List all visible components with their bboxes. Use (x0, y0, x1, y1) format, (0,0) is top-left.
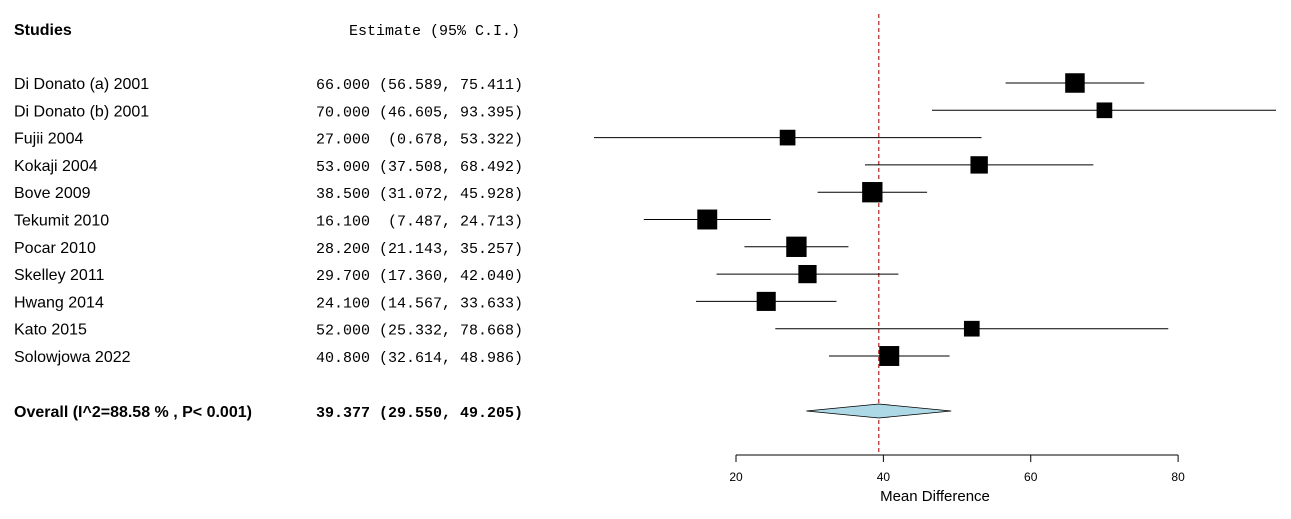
overall-label: Overall (I^2=88.58 % , P< 0.001) (14, 404, 252, 421)
study-estimate-box (970, 156, 988, 174)
study-estimates: 66.000 (56.589, 75.411) 70.000 (46.605, 9… (316, 77, 523, 367)
study-estimate-label: 53.000 (37.508, 68.492) (316, 159, 523, 176)
study-name-label: Fujii 2004 (14, 131, 83, 148)
study-estimate-label: 70.000 (46.605, 93.395) (316, 104, 523, 121)
study-estimate-label: 27.000 (0.678, 53.322) (316, 132, 523, 149)
x-axis-tick-label: 60 (1024, 470, 1038, 484)
study-name-label: Di Donato (a) 2001 (14, 76, 149, 93)
x-axis-tick-label: 20 (729, 470, 743, 484)
study-estimate-box (879, 346, 900, 366)
study-estimate-label: 16.100 (7.487, 24.713) (316, 214, 523, 231)
study-name-label: Hwang 2014 (14, 294, 104, 311)
study-estimate-label: 24.100 (14.567, 33.633) (316, 295, 523, 312)
study-estimate-label: 66.000 (56.589, 75.411) (316, 77, 523, 94)
study-name-label: Di Donato (b) 2001 (14, 103, 149, 120)
study-estimate-label: 28.200 (21.143, 35.257) (316, 241, 523, 258)
study-estimate-box (697, 209, 718, 230)
study-name-label: Skelley 2011 (14, 267, 105, 284)
overall-estimate-label: 39.377 (29.550, 49.205) (316, 405, 523, 422)
study-name-label: Solowjowa 2022 (14, 349, 131, 366)
study-estimate-box (862, 182, 883, 203)
studies-header: Studies (14, 22, 72, 39)
study-estimate-box (963, 320, 980, 337)
study-name-label: Tekumit 2010 (14, 213, 109, 230)
study-name-label: Pocar 2010 (14, 240, 96, 257)
study-estimate-label: 38.500 (31.072, 45.928) (316, 186, 523, 203)
x-axis-tick-label: 80 (1171, 470, 1185, 484)
study-estimate-box (1065, 73, 1085, 93)
estimate-header: Estimate (95% C.I.) (349, 23, 520, 40)
x-axis-title: Mean Difference (880, 488, 990, 505)
x-axis: 20 40 60 80 (729, 454, 1185, 484)
study-estimate-box (786, 236, 807, 257)
study-name-label: Kato 2015 (14, 322, 87, 339)
study-name-label: Bove 2009 (14, 185, 91, 202)
x-axis-tick-label: 40 (877, 470, 891, 484)
overall-diamond (806, 403, 952, 419)
study-labels: Di Donato (a) 2001 Di Donato (b) 2001 Fuji… (14, 76, 149, 366)
study-estimate-label: 40.800 (32.614, 48.986) (316, 350, 523, 367)
study-estimate-box (779, 129, 796, 146)
study-estimate-box (756, 291, 776, 311)
study-name-label: Kokaji 2004 (14, 158, 98, 175)
study-estimate-label: 52.000 (25.332, 78.668) (316, 323, 523, 340)
study-estimate-box (798, 264, 817, 284)
plot-marks (594, 14, 1276, 455)
study-estimate-box (1096, 102, 1113, 119)
study-estimate-label: 29.700 (17.360, 42.040) (316, 268, 523, 285)
